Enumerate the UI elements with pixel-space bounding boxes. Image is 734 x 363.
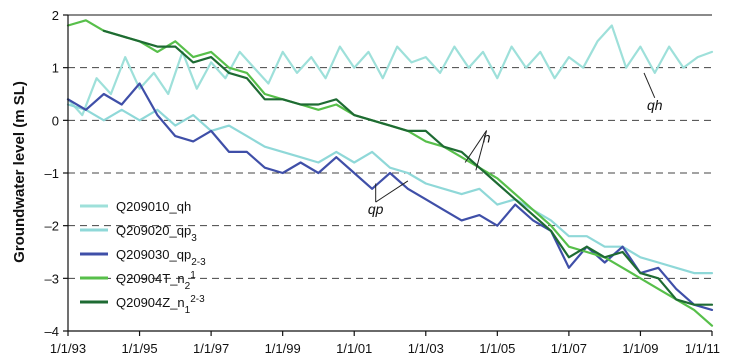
x-tick-label: 1/1/01 bbox=[336, 341, 372, 356]
annotation-label: n bbox=[483, 129, 491, 145]
x-tick-label: 1/1/09 bbox=[622, 341, 658, 356]
x-tick-labels: 1/1/93 1/1/95 1/1/97 1/1/99 1/1/01 1/1/03 1/1/… bbox=[50, 341, 720, 356]
x-tick-label: 1/1/97 bbox=[193, 341, 229, 356]
series-lines bbox=[66, 19, 714, 327]
y-tick-label: 2 bbox=[52, 8, 59, 23]
x-tick-label: 1/1/03 bbox=[408, 341, 444, 356]
y-tick-label: –4 bbox=[45, 324, 59, 339]
annotation-label: qp bbox=[368, 201, 384, 217]
x-tick-label: 1/1/05 bbox=[479, 341, 515, 356]
annotations: qh n qp bbox=[368, 72, 663, 217]
annotation-leader bbox=[464, 130, 488, 163]
legend-label: Q209030_qp2-3 bbox=[116, 247, 206, 268]
x-tick-label: 1/1/93 bbox=[50, 341, 86, 356]
legend-label: Q209010_qh bbox=[116, 199, 191, 214]
y-tick-label: 0 bbox=[52, 113, 59, 128]
grid-lines bbox=[68, 14, 712, 279]
x-tick-label: 1/1/95 bbox=[121, 341, 157, 356]
series-line-5 bbox=[102, 29, 714, 306]
series-line-3 bbox=[66, 82, 714, 311]
annotation-leader bbox=[643, 72, 656, 98]
y-tick-label: 1 bbox=[52, 61, 59, 76]
series-line-2 bbox=[66, 103, 714, 275]
annotation-leader bbox=[375, 180, 409, 203]
legend-label: Q209020_qp3 bbox=[116, 223, 197, 244]
x-tick-label: 1/1/07 bbox=[551, 341, 587, 356]
y-axis-title: Groundwater level (m SL) bbox=[11, 81, 28, 263]
series-line-1 bbox=[66, 24, 714, 117]
annotation-leader bbox=[475, 130, 488, 171]
y-tick-label: –2 bbox=[45, 219, 59, 234]
x-tick-label: 1/1/99 bbox=[265, 341, 301, 356]
y-tick-label: –3 bbox=[45, 271, 59, 286]
legend-label: Q20904Z_n12-3 bbox=[116, 294, 205, 316]
legend-label: Q20904T_n21 bbox=[116, 270, 196, 292]
legend: Q209010_qhQ209020_qp3Q209030_qp2-3Q20904… bbox=[80, 199, 206, 316]
axes bbox=[63, 14, 713, 336]
y-tick-labels: –4 –3 –2 –1 0 1 2 bbox=[45, 8, 59, 339]
y-tick-label: –1 bbox=[45, 166, 59, 181]
annotation-label: qh bbox=[647, 97, 663, 113]
x-tick-label: 1/1/11 bbox=[685, 341, 720, 356]
